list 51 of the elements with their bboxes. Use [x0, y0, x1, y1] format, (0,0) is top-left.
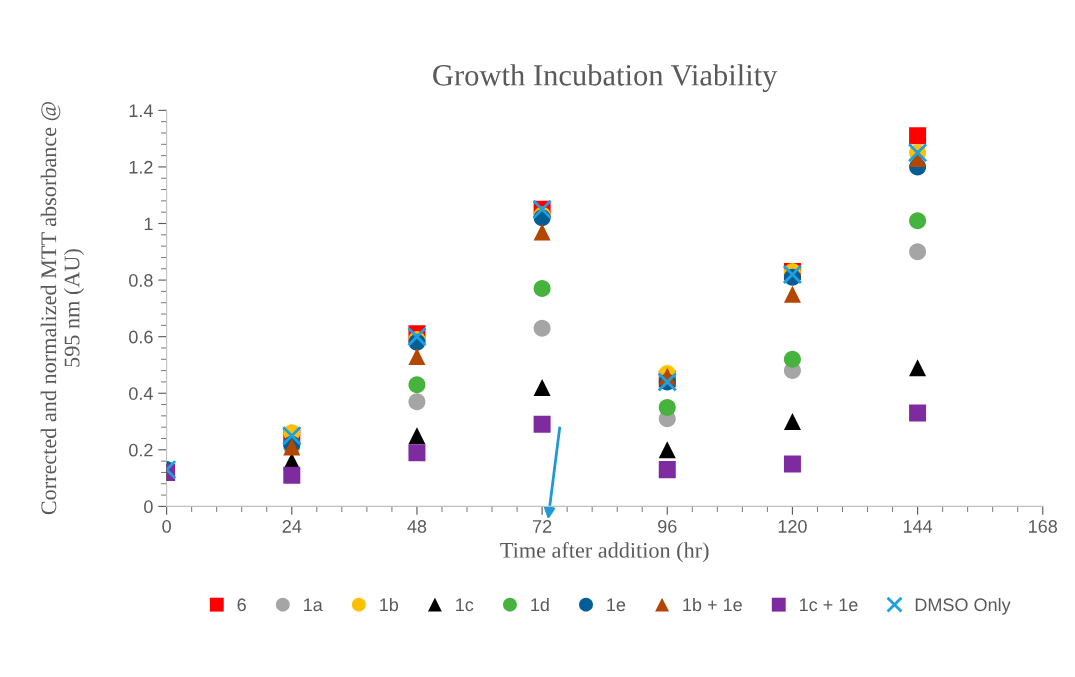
point: [408, 347, 426, 365]
point: [283, 466, 301, 484]
point: [533, 280, 551, 298]
point: [533, 223, 551, 241]
point: [783, 285, 801, 303]
y-tick-label: 0.4: [129, 387, 153, 400]
y-tick-label: 1: [144, 217, 153, 231]
point: [783, 455, 801, 473]
point: [783, 350, 801, 368]
y-tick-label: 0.2: [129, 443, 153, 457]
point: [658, 461, 676, 479]
chart-title: Growth Incubation Viability: [433, 64, 778, 92]
legend-label: 1e: [607, 598, 626, 612]
point: [533, 415, 551, 433]
point: [533, 319, 551, 337]
point: [783, 413, 801, 431]
point: [408, 393, 426, 411]
x-tick-label: 72: [532, 520, 552, 533]
point: [408, 376, 426, 394]
legend-label: 6: [237, 598, 246, 612]
point: [408, 427, 426, 445]
legend-label: DMSO Only: [915, 597, 1011, 615]
x-tick-label: 0: [162, 520, 171, 533]
x-axis-title: Time after addition (hr): [500, 541, 709, 563]
x-tick-label: 144: [903, 520, 933, 533]
legend-label: 1c + 1e: [800, 598, 858, 612]
point: [408, 444, 426, 462]
point: [533, 379, 551, 397]
legend-label: 1b: [380, 597, 399, 612]
y-tick-label: 0.8: [129, 274, 153, 287]
y-tick-label: 1.2: [129, 160, 153, 174]
point: [909, 243, 927, 261]
point: [658, 441, 676, 459]
x-tick-label: 120: [778, 520, 807, 533]
x-tick-label: 48: [407, 520, 427, 533]
y-tick-label: 0: [144, 500, 153, 514]
legend-label: 1c: [456, 598, 474, 612]
legend-label: 1d: [531, 597, 549, 612]
x-tick-label: 24: [282, 520, 302, 533]
point: [909, 212, 927, 230]
point: [658, 398, 676, 416]
y-tick-label: 1.4: [129, 104, 153, 117]
x-tick-label: 96: [658, 520, 677, 533]
y-tick-label: 0.6: [129, 330, 153, 344]
point: [909, 359, 927, 377]
point: [909, 127, 927, 145]
legend-label: 1b + 1e: [683, 597, 742, 612]
point: [909, 404, 927, 422]
y-axis-title: Corrected and normalized MTT absorbance @ 595 nm (AU): [40, 102, 85, 515]
x-tick-label: 168: [1029, 520, 1058, 533]
legend-label: 1a: [304, 598, 323, 612]
